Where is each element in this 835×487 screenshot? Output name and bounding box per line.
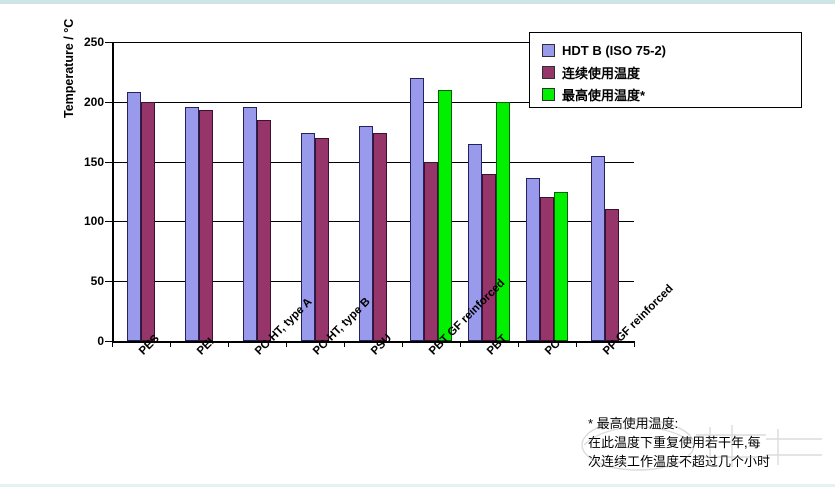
- x-axis-tick: [170, 341, 171, 347]
- bar: [540, 197, 554, 341]
- top-edge-strip: [0, 0, 835, 4]
- x-axis-tick: [576, 341, 577, 347]
- y-axis-tick-label: 250: [83, 35, 104, 49]
- x-axis-tick: [286, 341, 287, 347]
- y-axis-tick: [105, 341, 112, 342]
- bar: [496, 101, 510, 341]
- footnote: * 最高使用温度: 在此温度下重复使用若干年,每 次连续工作温度不超过几个小时: [588, 414, 832, 471]
- legend-item: 最高使用温度*: [530, 83, 801, 105]
- bar: [257, 119, 271, 341]
- legend-item: HDT B (ISO 75-2): [530, 39, 801, 61]
- bar: [141, 101, 155, 341]
- bar: [554, 191, 568, 341]
- bar: [410, 77, 424, 341]
- legend-swatch-icon: [542, 65, 555, 79]
- footnote-line-1: * 最高使用温度:: [588, 416, 679, 431]
- bar: [199, 110, 213, 341]
- bar: [482, 173, 496, 341]
- bar: [315, 137, 329, 341]
- legend-swatch-icon: [542, 43, 555, 57]
- gridline: [112, 101, 634, 103]
- x-axis-tick: [228, 341, 229, 347]
- y-axis-tick: [105, 161, 112, 163]
- y-axis-tick-label: 0: [97, 334, 104, 348]
- legend-label: 最高使用温度*: [562, 87, 646, 103]
- x-axis-tick: [460, 341, 461, 347]
- plot-area: 0 50 100 150 200 250: [84, 36, 635, 347]
- y-axis-tick: [105, 221, 112, 223]
- bar: [127, 92, 141, 341]
- bar: [591, 155, 605, 341]
- bar: [424, 161, 438, 341]
- bar: [526, 178, 540, 341]
- gridline: [112, 42, 634, 43]
- x-axis-tick: [344, 341, 345, 347]
- y-axis-title: Temperature / °C: [62, 18, 76, 118]
- y-axis-line: [112, 42, 114, 341]
- legend-label: HDT B (ISO 75-2): [562, 42, 667, 58]
- x-axis-line: [112, 341, 634, 343]
- y-axis-tick: [105, 42, 112, 43]
- x-axis-tick: [402, 341, 403, 347]
- bar: [438, 89, 452, 341]
- bar: [185, 106, 199, 341]
- chart-legend: HDT B (ISO 75-2) 连续使用温度 最高使用温度*: [529, 32, 802, 108]
- bar: [373, 132, 387, 341]
- x-axis-tick: [518, 341, 519, 347]
- legend-label: 连续使用温度: [562, 65, 641, 81]
- footnote-line-2: 在此温度下重复使用若干年,每: [588, 435, 761, 450]
- y-axis-tick-label: 50: [90, 274, 104, 289]
- footnote-line-3: 次连续工作温度不超过几个小时: [588, 454, 771, 469]
- y-axis-tick-label: 200: [83, 94, 104, 109]
- bar: [243, 106, 257, 341]
- y-axis-tick: [105, 101, 112, 103]
- bar: [468, 143, 482, 341]
- legend-item: 连续使用温度: [530, 61, 801, 83]
- bar: [605, 209, 619, 341]
- legend-swatch-icon: [542, 87, 555, 101]
- bottom-edge-strip: [0, 484, 835, 487]
- x-axis-tick: [634, 341, 635, 347]
- y-axis-tick: [105, 281, 112, 283]
- y-axis-tick-label: 150: [83, 154, 104, 169]
- bar: [301, 132, 315, 341]
- bar: [359, 125, 373, 341]
- x-axis-tick: [112, 341, 113, 347]
- y-axis-tick-label: 100: [83, 214, 104, 229]
